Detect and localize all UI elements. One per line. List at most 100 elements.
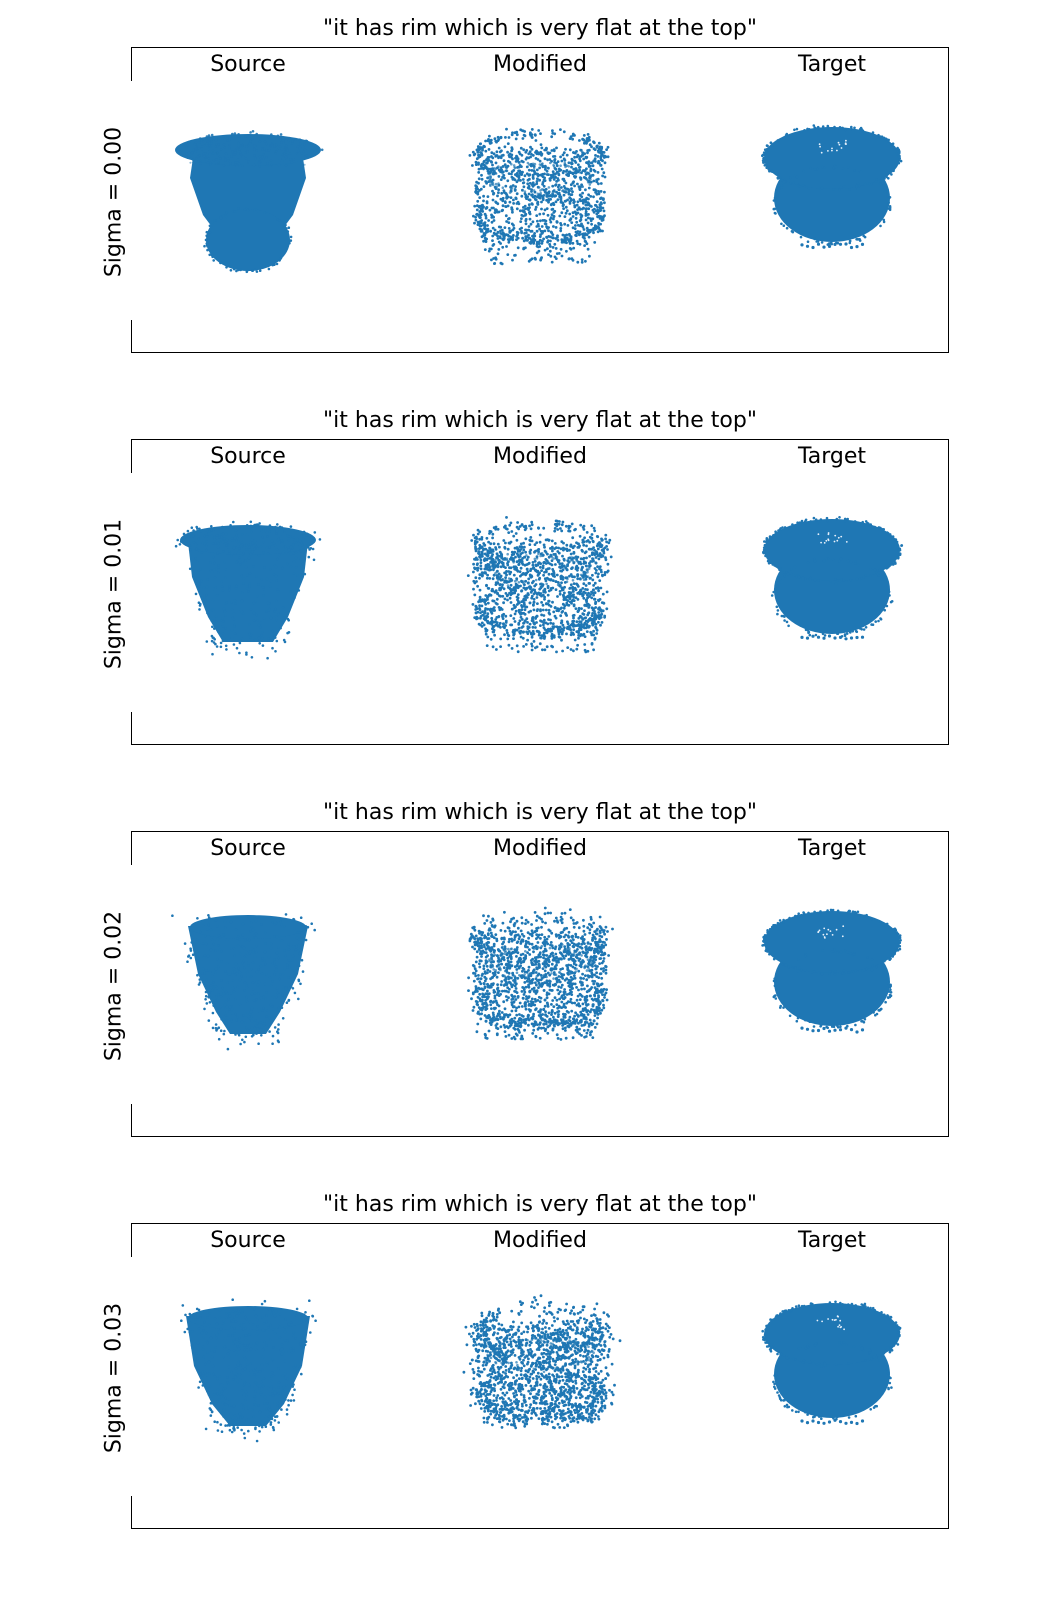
point	[800, 243, 804, 247]
point	[534, 139, 538, 142]
point	[220, 960, 223, 963]
point	[259, 626, 262, 629]
point	[559, 247, 563, 251]
point	[523, 204, 527, 208]
point	[210, 989, 214, 992]
point	[284, 151, 287, 154]
point	[208, 988, 212, 991]
point	[568, 560, 572, 563]
point	[273, 972, 276, 976]
point	[549, 235, 552, 239]
point	[224, 576, 227, 579]
point	[549, 627, 553, 631]
point	[559, 227, 563, 230]
point	[269, 946, 273, 950]
point	[224, 152, 228, 155]
point	[528, 584, 532, 588]
point	[570, 171, 574, 175]
point	[804, 577, 807, 581]
point	[542, 618, 546, 622]
point	[297, 979, 301, 983]
point	[287, 539, 290, 542]
point	[486, 573, 489, 577]
point	[253, 523, 256, 527]
point	[205, 230, 209, 234]
point	[520, 626, 524, 629]
point	[555, 190, 558, 194]
point	[211, 1026, 215, 1030]
point	[597, 223, 601, 226]
left-spine	[131, 831, 132, 865]
point	[530, 523, 534, 527]
point-cloud-plot	[171, 906, 902, 1051]
column-label-target: Target	[797, 836, 867, 861]
point	[248, 632, 251, 636]
point	[283, 640, 287, 644]
point	[185, 152, 189, 156]
point	[504, 566, 507, 569]
point	[776, 176, 780, 180]
point	[853, 126, 856, 130]
point	[497, 572, 501, 576]
point	[571, 132, 575, 136]
point	[509, 623, 512, 627]
point	[536, 222, 540, 226]
point	[501, 204, 505, 208]
point	[541, 198, 545, 202]
point	[806, 561, 810, 564]
point	[302, 923, 305, 927]
point	[526, 555, 530, 559]
point	[882, 578, 886, 581]
point	[241, 1038, 244, 1042]
point	[212, 981, 215, 984]
point	[533, 588, 536, 592]
point	[535, 225, 539, 228]
point	[294, 138, 297, 141]
point	[554, 175, 557, 179]
point	[554, 588, 558, 591]
point	[544, 568, 548, 571]
point	[497, 188, 500, 192]
point-cloud-fill	[180, 525, 316, 555]
point	[590, 553, 594, 556]
point	[600, 202, 603, 206]
point	[208, 530, 211, 533]
point	[280, 1006, 284, 1009]
point	[269, 579, 273, 583]
point	[505, 220, 508, 223]
point	[499, 232, 503, 235]
point	[282, 616, 286, 619]
point	[225, 215, 228, 219]
highlight	[840, 535, 843, 538]
point	[516, 547, 519, 551]
point	[277, 956, 280, 960]
point	[568, 148, 572, 152]
point	[488, 208, 492, 212]
point	[859, 170, 863, 173]
point	[257, 161, 261, 165]
point	[592, 584, 595, 587]
point	[827, 634, 832, 638]
point	[479, 213, 483, 217]
point	[488, 172, 492, 175]
point	[496, 554, 500, 558]
point	[591, 540, 595, 544]
point	[518, 161, 521, 164]
point	[517, 626, 521, 630]
point	[550, 135, 554, 139]
point	[511, 258, 514, 262]
point	[307, 546, 310, 549]
point	[200, 139, 203, 142]
point	[605, 938, 608, 941]
point	[517, 555, 521, 559]
point	[479, 615, 483, 618]
point	[558, 625, 562, 629]
point	[599, 623, 602, 627]
point	[492, 192, 495, 196]
point	[200, 150, 203, 153]
point	[581, 541, 585, 544]
point	[569, 193, 573, 197]
point	[881, 575, 885, 579]
point	[261, 957, 264, 960]
point	[194, 557, 197, 560]
